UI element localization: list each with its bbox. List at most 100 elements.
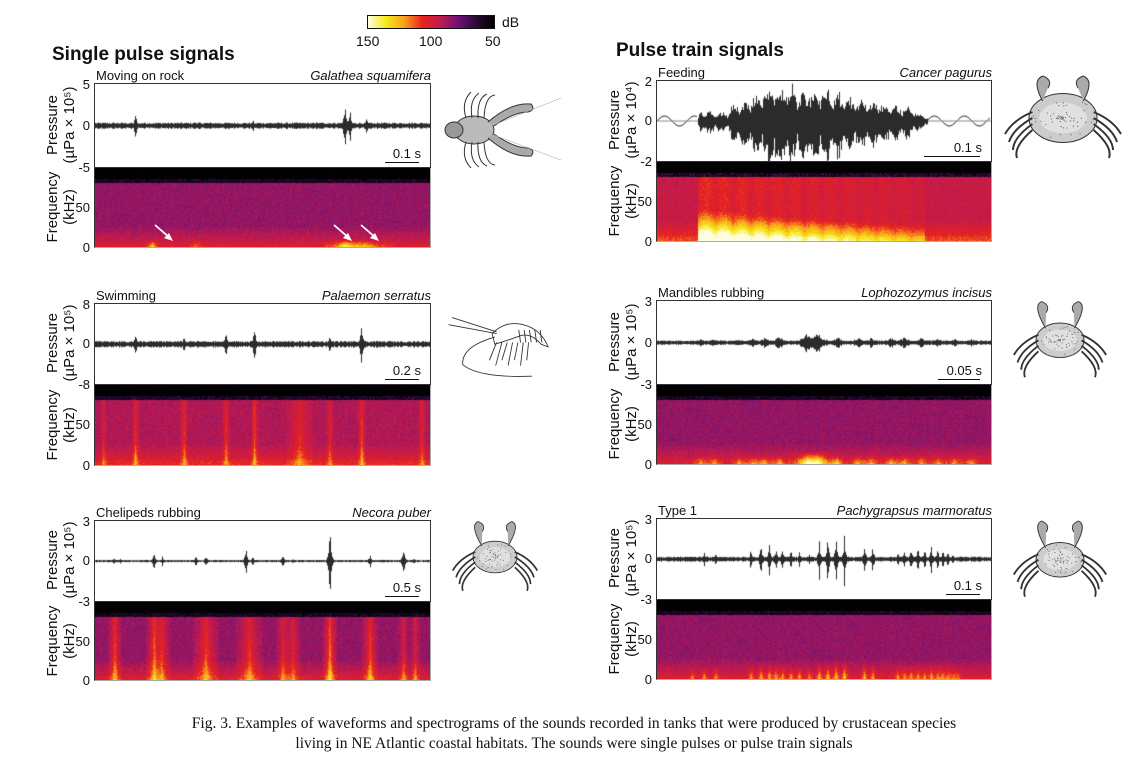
waveform-plot (656, 300, 992, 385)
spectrogram-plot (656, 162, 992, 242)
pressure-tick-label: -3 (78, 594, 90, 609)
waveform-trace (657, 519, 991, 599)
pressure-tick-label: 3 (82, 514, 90, 529)
frequency-tick-label: 0 (644, 457, 652, 472)
crab-illustration (1004, 75, 1122, 159)
waveform-plot (94, 83, 431, 168)
species-name: Necora puber (352, 505, 431, 520)
waveform-plot (656, 80, 992, 162)
time-scale-line (946, 594, 980, 595)
spectrogram-plot (94, 602, 431, 681)
frequency-axis-title: Frequency (44, 171, 61, 243)
waveform-trace (95, 521, 430, 601)
waveform-plot (656, 518, 992, 600)
crab-illustration (1013, 520, 1107, 598)
waveform-plot (94, 303, 431, 385)
time-scale-label: 0.1 s (392, 146, 421, 161)
time-scale-line (938, 379, 980, 380)
frequency-tick-label: 50 (637, 632, 652, 647)
arrow-icon (360, 224, 379, 241)
figure-caption: Fig. 3. Examples of waveforms and spectr… (0, 714, 1148, 754)
spectrogram-image (657, 162, 991, 241)
pressure-axis-title: Pressure (606, 311, 623, 372)
colorbar-gradient (368, 16, 494, 28)
spectrogram-plot (656, 600, 992, 680)
pressure-tick-label: -2 (640, 154, 652, 169)
squat-lobster-illustration (444, 91, 562, 169)
waveform-trace (95, 304, 430, 384)
frequency-tick-label: 50 (637, 194, 652, 209)
spectrogram-image (95, 385, 430, 465)
time-scale-label: 0.05 s (946, 363, 982, 378)
colorbar-tick: 150 (356, 33, 380, 49)
behaviour-label: Moving on rock (96, 68, 185, 83)
time-scale-line (385, 162, 419, 163)
time-scale-bar: 0.1 s (922, 140, 982, 157)
spectrogram-plot (94, 385, 431, 466)
frequency-axis-title: Frequency (44, 389, 61, 460)
species-name: Pachygrapsus marmoratus (836, 503, 992, 518)
arrow-icon (154, 224, 174, 241)
crab-illustration (451, 521, 539, 592)
spectrogram-image (657, 600, 991, 679)
spectrogram-image (657, 385, 991, 464)
frequency-tick-label: 0 (82, 673, 90, 688)
time-scale-label: 0.5 s (392, 580, 421, 595)
pressure-tick-label: 0 (82, 553, 90, 568)
pressure-tick-label: -8 (78, 377, 90, 392)
arrow-icon (333, 224, 353, 241)
pressure-tick-label: 5 (82, 77, 90, 92)
time-scale-bar: 0.5 s (361, 580, 421, 597)
pressure-axis-title: Pressure (44, 94, 61, 155)
pressure-axis-title: Pressure (606, 89, 623, 151)
frequency-axis-title: Frequency (44, 605, 61, 676)
frequency-tick-label: 50 (637, 417, 652, 432)
species-name: Palaemon serratus (321, 288, 431, 303)
pressure-tick-label: -3 (640, 377, 652, 392)
prawn-illustration (448, 317, 549, 377)
time-scale-label: 0.2 s (392, 363, 421, 378)
pressure-tick-label: 3 (644, 294, 652, 309)
caption-line-2: living in NE Atlantic coastal habitats. … (295, 735, 853, 752)
time-scale-bar: 0.1 s (361, 146, 421, 163)
pressure-axis-title: Pressure (44, 312, 61, 374)
waveform-trace (95, 84, 430, 167)
caption-line-1: Fig. 3. Examples of waveforms and spectr… (191, 715, 957, 732)
pressure-axis-title: Pressure (606, 527, 623, 589)
waveform-trace (657, 301, 991, 384)
time-scale-bar: 0.1 s (922, 578, 982, 595)
pressure-tick-label: 0 (644, 113, 652, 128)
time-scale-line (924, 156, 980, 157)
spectrogram-plot (656, 385, 992, 465)
pressure-tick-label: 0 (644, 551, 652, 566)
frequency-tick-label: 50 (75, 633, 90, 649)
frequency-axis-title: Frequency (606, 388, 623, 460)
behaviour-label: Feeding (658, 65, 705, 80)
behaviour-label: Type 1 (658, 503, 698, 518)
frequency-tick-label: 0 (82, 240, 90, 255)
behaviour-label: Chelipeds rubbing (96, 505, 201, 520)
frequency-tick-label: 0 (644, 234, 652, 249)
frequency-tick-label: 50 (75, 417, 90, 433)
pressure-tick-label: 8 (82, 297, 90, 312)
species-name: Cancer pagurus (899, 65, 993, 80)
pressure-tick-label: 0 (644, 334, 652, 350)
pressure-tick-label: 0 (82, 117, 90, 133)
frequency-tick-label: 0 (82, 458, 90, 473)
frequency-tick-label: 50 (75, 200, 90, 215)
frequency-axis-title: Frequency (606, 603, 623, 675)
pressure-tick-label: 3 (644, 512, 652, 527)
pressure-axis-title: Pressure (44, 529, 61, 591)
waveform-trace (657, 81, 991, 161)
section-title-train: Pulse train signals (616, 40, 784, 61)
spectrogram-image (95, 602, 430, 680)
pressure-tick-label: 0 (82, 336, 90, 351)
behaviour-label: Swimming (96, 288, 156, 303)
frequency-axis-title: Frequency (606, 165, 623, 237)
spectrogram-plot (94, 168, 431, 248)
waveform-plot (94, 520, 431, 602)
crab-illustration (1013, 301, 1107, 378)
species-name: Lophozozymus incisus (861, 285, 992, 300)
species-name: Galathea squamifera (310, 68, 431, 83)
colorbar-tick: 50 (485, 33, 501, 49)
